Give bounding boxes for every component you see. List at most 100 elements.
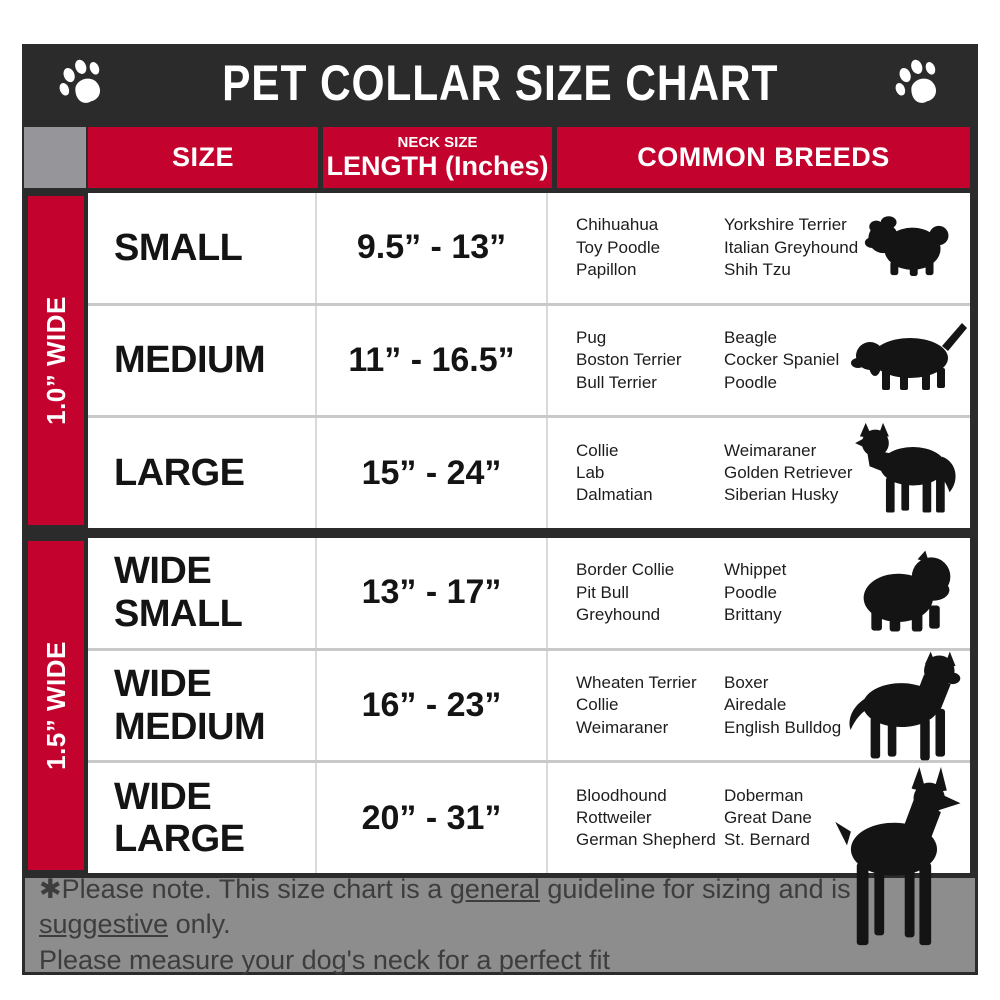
breed-name: Golden Retriever (724, 462, 853, 482)
footer-note: ✱Please note. This size chart is a gener… (25, 874, 975, 975)
paw-icon (59, 59, 101, 103)
breed-name: Bull Terrier (576, 372, 657, 392)
table-section-1: SMALL 9.5” - 13” Chihuahua Toy Poodle Pa… (88, 193, 970, 529)
page-title: PET COLLAR SIZE CHART (221, 55, 779, 111)
breed-name: Shih Tzu (724, 260, 791, 280)
length-cell: 15” - 24” (317, 418, 548, 529)
section-label-1-5-inch-wide: 1.5” WIDE (28, 541, 84, 870)
breed-name: Papillon (576, 260, 637, 280)
column-header-neck-size: NECK SIZE LENGTH (Inches) (323, 127, 552, 188)
breeds-list-left: Border Collie Pit Bull Greyhound (576, 559, 724, 626)
length-inches-label: LENGTH (Inches) (326, 150, 549, 181)
column-header-common-breeds: COMMON BREEDS (557, 127, 970, 188)
table-row-medium: MEDIUM 11” - 16.5” Pug Boston Terrier Bu… (88, 302, 970, 416)
breed-name: Whippet (724, 560, 787, 580)
size-cell: LARGE (88, 418, 317, 529)
breed-name: Bloodhound (576, 785, 667, 805)
bulldog-silhouette-icon (863, 550, 951, 632)
table-row-large: LARGE 15” - 24” Collie Lab Dalmatian Wei… (88, 415, 970, 529)
breed-name: Collie (576, 440, 619, 460)
underlined-word: general (449, 873, 540, 904)
size-cell: SMALL (88, 193, 317, 303)
breeds-cell: Pug Boston Terrier Bull Terrier Beagle C… (548, 306, 970, 416)
breed-name: Rottweiler (576, 807, 652, 827)
breeds-list-left: Collie Lab Dalmatian (576, 440, 724, 507)
breeds-list-right: Doberman Great Dane St. Bernard (724, 785, 882, 852)
length-cell: 13” - 17” (317, 538, 548, 648)
breed-name: Chihuahua (576, 215, 659, 235)
breeds-list-right: Yorkshire Terrier Italian Greyhound Shih… (724, 214, 882, 281)
breed-name: Toy Poodle (576, 237, 661, 257)
breeds-cell: Wheaten Terrier Collie Weimaraner Boxer … (548, 651, 970, 761)
breed-name: St. Bernard (724, 830, 810, 850)
breed-name: Pug (576, 327, 607, 347)
breeds-list-right: Boxer Airedale English Bulldog (724, 672, 882, 739)
width-label: 1.5” WIDE (40, 641, 71, 770)
size-cell: WIDE LARGE (88, 763, 317, 874)
husky-silhouette-icon (855, 423, 956, 513)
corner-block (24, 127, 86, 188)
breed-name: Greyhound (576, 605, 661, 625)
table-row-wide-small: WIDE SMALL 13” - 17” Border Collie Pit B… (88, 538, 970, 648)
size-cell: WIDE SMALL (88, 538, 317, 648)
breed-name: Great Dane (724, 807, 812, 827)
breed-name: Beagle (724, 327, 777, 347)
breed-name: Dalmatian (576, 485, 653, 505)
breed-name: Boston Terrier (576, 350, 682, 370)
breed-name: Poodle (724, 372, 777, 392)
chart-header: PET COLLAR SIZE CHART (22, 44, 978, 122)
breeds-list-left: Chihuahua Toy Poodle Papillon (576, 214, 724, 281)
length-cell: 16” - 23” (317, 650, 548, 761)
breeds-list-right: Beagle Cocker Spaniel Poodle (724, 327, 882, 394)
breed-name: Italian Greyhound (724, 237, 859, 257)
section-label-1-inch-wide: 1.0” WIDE (28, 196, 84, 525)
underlined-word: suggestive (39, 909, 169, 940)
breed-name: Weimaraner (724, 440, 817, 460)
breed-name: Collie (576, 695, 619, 715)
breeds-cell: Border Collie Pit Bull Greyhound Whippet… (548, 538, 970, 648)
breed-name: Airedale (724, 695, 787, 715)
doberman-silhouette-icon (835, 767, 961, 946)
width-label: 1.0” WIDE (40, 296, 71, 425)
size-cell: WIDE MEDIUM (88, 650, 317, 761)
length-cell: 9.5” - 13” (317, 193, 548, 303)
neck-size-label: NECK SIZE (397, 134, 478, 152)
breed-name: Poodle (724, 582, 777, 602)
footer-note-line1: ✱Please note. This size chart is a gener… (39, 873, 851, 940)
shih-tzu-silhouette-icon (864, 216, 949, 277)
paw-icon (895, 59, 937, 103)
breed-name: Cocker Spaniel (724, 350, 840, 370)
breeds-list-right: Whippet Poodle Brittany (724, 559, 882, 626)
table-section-2: WIDE SMALL 13” - 17” Border Collie Pit B… (88, 538, 970, 946)
size-cell: MEDIUM (88, 305, 317, 416)
footer-note-line2: Please measure your dog's neck for a per… (39, 944, 610, 975)
size-chart-panel: PET COLLAR SIZE CHART SIZE NECK SIZE LEN… (22, 44, 978, 975)
breed-name: Wheaten Terrier (576, 672, 697, 692)
breed-name: Lab (576, 462, 605, 482)
length-cell: 11” - 16.5” (317, 305, 548, 416)
pit-bull-silhouette-icon (849, 651, 961, 761)
breeds-cell: Collie Lab Dalmatian Weimaraner Golden R… (548, 418, 970, 528)
breed-name: Boxer (724, 672, 769, 692)
breeds-list-left: Wheaten Terrier Collie Weimaraner (576, 672, 724, 739)
breed-name: Weimaraner (576, 717, 669, 737)
table-row-wide-large: WIDE LARGE 20” - 31” Bloodhound Rottweil… (88, 760, 970, 946)
breed-name: Siberian Husky (724, 485, 839, 505)
table-row-wide-medium: WIDE MEDIUM 16” - 23” Wheaten Terrier Co… (88, 647, 970, 761)
breed-name: English Bulldog (724, 717, 842, 737)
breed-name: Border Collie (576, 560, 675, 580)
breeds-cell: Chihuahua Toy Poodle Papillon Yorkshire … (548, 193, 970, 303)
breeds-list-right: Weimaraner Golden Retriever Siberian Hus… (724, 440, 882, 507)
length-cell: 20” - 31” (317, 763, 548, 874)
breeds-list-left: Pug Boston Terrier Bull Terrier (576, 327, 724, 394)
breed-name: Yorkshire Terrier (724, 215, 847, 235)
breeds-cell: Bloodhound Rottweiler German Shepherd Do… (548, 763, 970, 946)
column-header-size: SIZE (88, 127, 318, 188)
breed-name: Brittany (724, 605, 782, 625)
breed-name: German Shepherd (576, 830, 716, 850)
breed-name: Doberman (724, 785, 804, 805)
beagle-silhouette-icon (851, 322, 967, 390)
breeds-list-left: Bloodhound Rottweiler German Shepherd (576, 785, 724, 852)
table-row-small: SMALL 9.5” - 13” Chihuahua Toy Poodle Pa… (88, 193, 970, 303)
breed-name: Pit Bull (576, 582, 629, 602)
